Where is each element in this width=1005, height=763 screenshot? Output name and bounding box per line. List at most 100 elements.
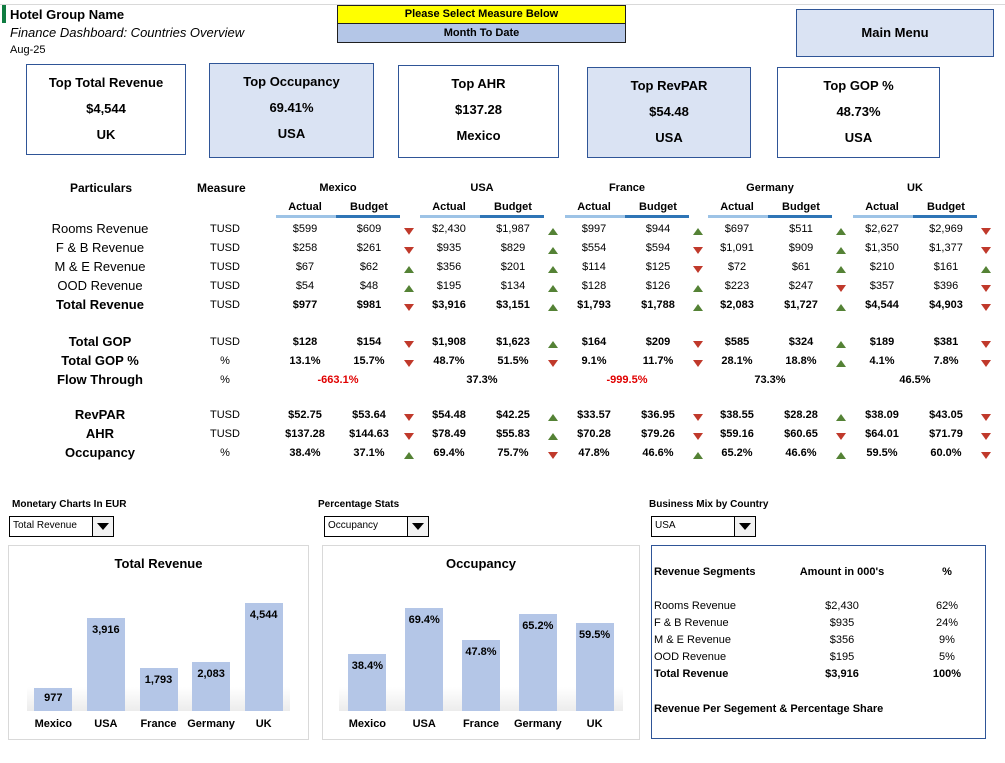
chart-bar[interactable] <box>518 614 557 711</box>
arrow-up-icon <box>981 266 991 273</box>
kpi-country: UK <box>96 127 116 142</box>
kpi-country: Mexico <box>456 128 501 143</box>
chart-bar[interactable] <box>192 661 231 711</box>
bar-value-label: 3,916 <box>92 623 120 636</box>
chart-bar[interactable] <box>139 668 178 711</box>
row-label: Total Revenue <box>56 297 144 312</box>
row-measure: TUSD <box>210 428 240 440</box>
arrow-down-icon <box>981 228 991 235</box>
segment-amount: $2,430 <box>825 600 859 612</box>
actual-value: $54.48 <box>432 409 466 421</box>
actual-value: $128 <box>292 336 318 348</box>
arrow-down-icon <box>404 247 414 254</box>
budget-value: $209 <box>645 336 671 348</box>
row-measure: % <box>220 355 230 367</box>
actual-value: $33.57 <box>577 409 611 421</box>
row-label: M & E Revenue <box>54 259 146 274</box>
chart-bar[interactable] <box>462 640 500 711</box>
dashboard-subtitle: Finance Dashboard: Countries Overview <box>10 25 245 40</box>
actual-value: $1,091 <box>720 242 754 254</box>
segment-amount: $356 <box>829 634 855 646</box>
chart-bar[interactable] <box>405 607 444 711</box>
country-header: USA <box>470 182 494 194</box>
chart-bar[interactable] <box>34 687 73 711</box>
actual-value: $38.09 <box>865 409 899 421</box>
chevron-down-icon[interactable] <box>92 517 113 536</box>
country-dropdown[interactable]: USA <box>651 516 756 537</box>
arrow-up-icon <box>836 452 846 459</box>
actual-header: Actual <box>865 201 899 213</box>
actual-value: $195 <box>436 280 462 292</box>
actual-value: $1,793 <box>577 299 611 311</box>
monetary-dropdown[interactable]: Total Revenue <box>9 516 114 537</box>
arrow-down-icon <box>693 341 703 348</box>
chevron-down-icon[interactable] <box>734 517 755 536</box>
main-menu-button[interactable]: Main Menu <box>796 9 994 57</box>
actual-value: $114 <box>582 261 606 273</box>
budget-underline <box>768 215 832 218</box>
segment-percent: 5% <box>939 651 955 663</box>
country-dropdown-value: USA <box>655 520 676 531</box>
actual-value: $977 <box>292 299 318 311</box>
arrow-down-icon <box>404 360 414 367</box>
budget-underline <box>625 215 689 218</box>
chart-bar[interactable] <box>575 622 614 711</box>
arrow-up-icon <box>693 452 703 459</box>
actual-value: $223 <box>724 280 750 292</box>
budget-value: $125 <box>645 261 671 273</box>
monetary-charts-title: Monetary Charts In EUR <box>12 499 127 510</box>
budget-value: $201 <box>500 261 526 273</box>
arrow-up-icon <box>548 266 558 273</box>
bar-value-label: 38.4% <box>351 659 383 672</box>
budget-value: $79.26 <box>641 428 675 440</box>
chevron-down-icon[interactable] <box>407 517 428 536</box>
total-revenue-chart[interactable]: Total Revenue 977 Mexico 3,916 USA 1,793 Franc… <box>8 545 309 740</box>
chart-title: Occupancy <box>445 556 517 571</box>
arrow-down-icon <box>693 247 703 254</box>
kpi-card: Top Occupancy 69.41% USA <box>209 63 374 158</box>
budget-header: Budget <box>639 201 677 213</box>
measure-selector[interactable]: Please Select Measure Below Month To Dat… <box>337 5 626 43</box>
cell-cursor <box>2 5 6 23</box>
percentage-dropdown[interactable]: Occupancy <box>324 516 429 537</box>
chart-bar[interactable] <box>348 653 387 711</box>
row-measure: TUSD <box>210 409 240 421</box>
bar-value-label: 69.4% <box>408 613 440 626</box>
budget-value: $609 <box>356 223 382 235</box>
arrow-down-icon <box>981 304 991 311</box>
arrow-down-icon <box>404 304 414 311</box>
measure-value[interactable]: Month To Date <box>338 24 625 42</box>
sheet-gridline <box>0 0 1005 5</box>
arrow-down-icon <box>981 452 991 459</box>
actual-header: Actual <box>432 201 466 213</box>
actual-value: 28.1% <box>721 355 753 367</box>
actual-value: 13.1% <box>289 355 321 367</box>
actual-value: $78.49 <box>432 428 466 440</box>
actual-value: $70.28 <box>577 428 611 440</box>
arrow-up-icon <box>548 285 558 292</box>
actual-value: $585 <box>724 336 750 348</box>
arrow-down-icon <box>981 247 991 254</box>
kpi-title: Top RevPAR <box>630 78 708 93</box>
budget-value: $55.83 <box>496 428 530 440</box>
kpi-card: Top GOP % 48.73% USA <box>777 67 940 158</box>
arrow-down-icon <box>548 360 558 367</box>
actual-value: 47.8% <box>578 447 610 459</box>
budget-value: $144.63 <box>349 428 389 440</box>
arrow-up-icon <box>836 341 846 348</box>
budget-value: $71.79 <box>929 428 963 440</box>
occupancy-chart[interactable]: Occupancy 38.4% Mexico 69.4% USA 47.8% France 6… <box>322 545 640 740</box>
chart-bar[interactable] <box>244 603 283 711</box>
actual-underline <box>276 215 336 218</box>
category-label: UK <box>255 718 272 730</box>
budget-header: Budget <box>782 201 820 213</box>
category-label: Germany <box>513 718 562 730</box>
chart-bar[interactable] <box>86 617 125 711</box>
bar-value-label: 977 <box>44 691 63 704</box>
actual-header: Actual <box>577 201 611 213</box>
actual-value: $64.01 <box>865 428 899 440</box>
actual-value: $72 <box>727 261 747 273</box>
actual-value: 69.4% <box>433 447 465 459</box>
row-measure: TUSD <box>210 223 240 235</box>
flow-through-value: -999.5% <box>606 374 648 386</box>
